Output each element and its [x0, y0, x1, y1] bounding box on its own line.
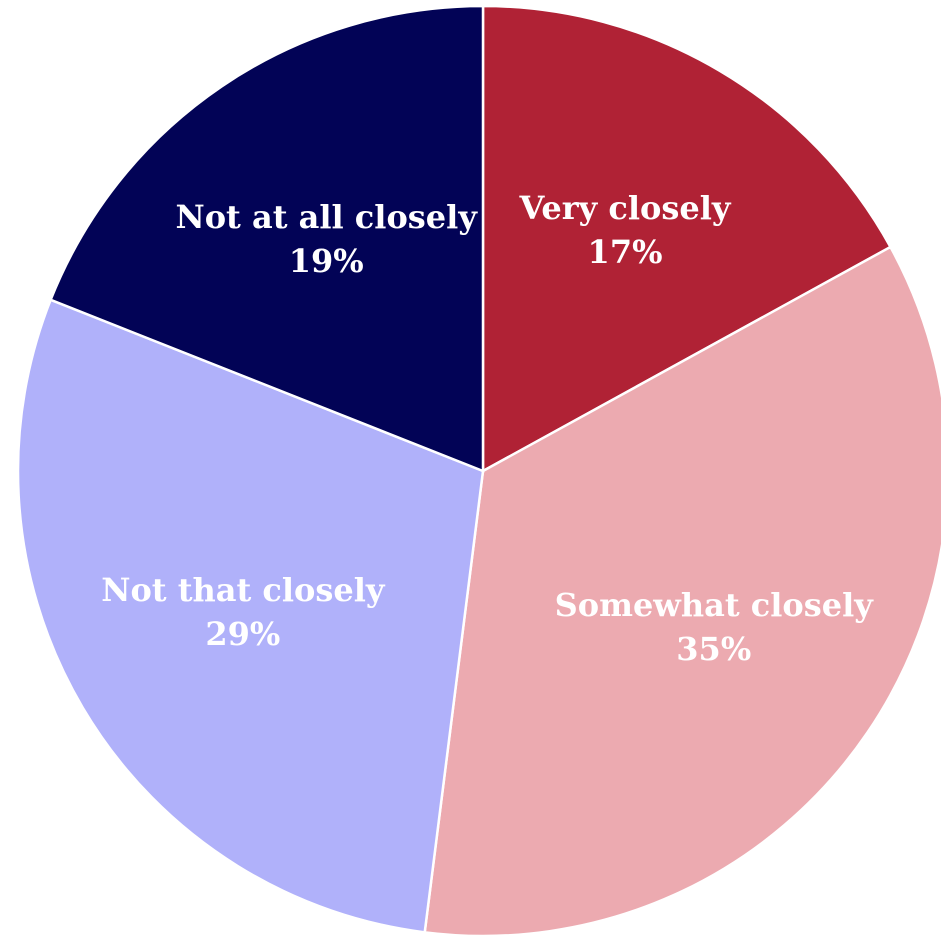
slice-value-somewhat-closely: 35% [676, 630, 751, 668]
slice-label-not-at-all-closely: Not at all closely [175, 198, 478, 236]
slice-label-very-closely: Very closely [519, 189, 732, 227]
slice-value-not-at-all-closely: 19% [289, 242, 364, 280]
labels-layer: Very closely 17% Somewhat closely 35% Not th… [101, 189, 874, 668]
pie-slice-not-that-closely [16, 298, 485, 934]
slices-layer [16, 4, 941, 938]
slice-label-not-that-closely: Not that closely [101, 571, 386, 609]
pie-slice-somewhat-closely [423, 245, 941, 938]
pie-slice-very-closely [481, 4, 893, 474]
slice-value-very-closely: 17% [588, 233, 663, 271]
slice-label-somewhat-closely: Somewhat closely [555, 586, 875, 624]
pie-slice-not-at-all-closely [49, 4, 485, 473]
slice-value-not-that-closely: 29% [205, 615, 280, 653]
